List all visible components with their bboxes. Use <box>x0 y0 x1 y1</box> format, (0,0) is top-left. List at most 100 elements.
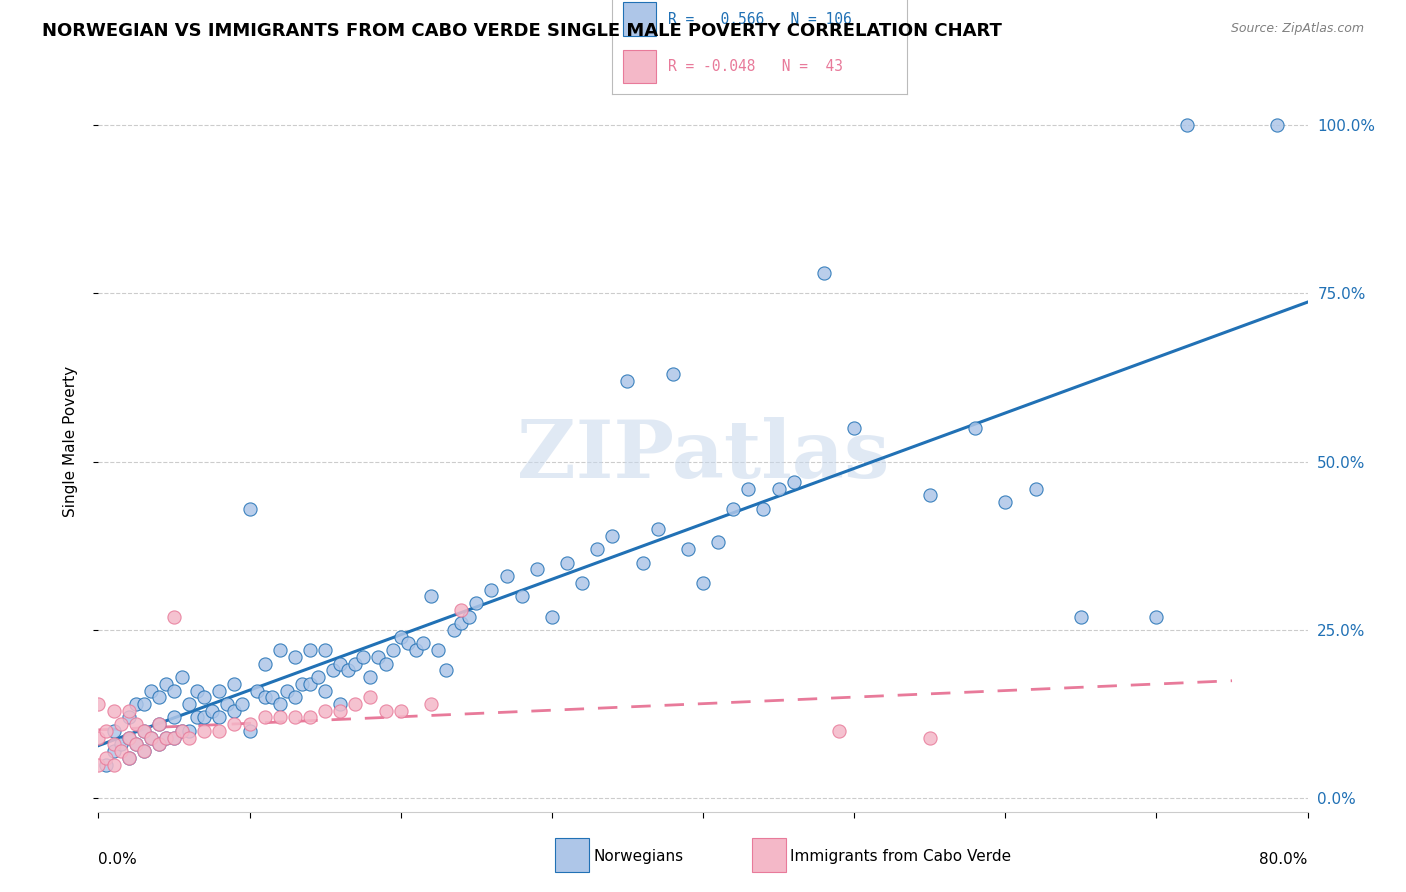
Point <box>284 649 307 664</box>
Point <box>284 690 307 705</box>
Point <box>148 690 170 705</box>
FancyBboxPatch shape <box>623 50 655 83</box>
Point <box>813 266 835 280</box>
Point <box>427 643 450 657</box>
Point <box>526 562 548 576</box>
Point <box>110 744 132 758</box>
Point <box>262 690 284 705</box>
Point <box>132 697 155 711</box>
Point <box>616 374 638 388</box>
Point <box>94 723 117 738</box>
Point <box>132 744 155 758</box>
Point <box>443 623 465 637</box>
Point <box>360 690 382 705</box>
Point <box>918 731 941 745</box>
Point <box>322 664 344 678</box>
Point <box>352 649 374 664</box>
Point <box>208 710 231 724</box>
Point <box>555 556 578 570</box>
Point <box>118 751 141 765</box>
Point <box>1070 609 1092 624</box>
Point <box>253 690 276 705</box>
Point <box>602 529 624 543</box>
Point <box>465 596 488 610</box>
Point <box>246 683 269 698</box>
FancyBboxPatch shape <box>623 3 655 37</box>
Point <box>208 683 231 698</box>
Point <box>768 482 790 496</box>
Point <box>336 664 359 678</box>
Point <box>170 723 193 738</box>
Point <box>179 697 201 711</box>
Point <box>179 723 201 738</box>
Point <box>389 704 412 718</box>
Text: NORWEGIAN VS IMMIGRANTS FROM CABO VERDE SINGLE MALE POVERTY CORRELATION CHART: NORWEGIAN VS IMMIGRANTS FROM CABO VERDE … <box>42 22 1002 40</box>
Point <box>110 717 132 731</box>
Point <box>215 697 238 711</box>
Point <box>163 731 186 745</box>
Point <box>148 738 170 752</box>
Point <box>344 657 367 671</box>
Point <box>314 704 336 718</box>
Point <box>170 670 193 684</box>
Point <box>253 657 276 671</box>
Point <box>201 704 224 718</box>
Point <box>676 542 699 557</box>
Point <box>239 501 262 516</box>
Point <box>193 710 215 724</box>
Point <box>224 677 246 691</box>
Point <box>224 704 246 718</box>
Point <box>132 744 155 758</box>
Point <box>450 603 472 617</box>
Point <box>374 657 396 671</box>
Point <box>299 710 322 724</box>
Point <box>110 738 132 752</box>
Point <box>118 704 141 718</box>
Point <box>737 482 759 496</box>
Point <box>329 697 352 711</box>
Point <box>540 609 562 624</box>
Point <box>186 710 208 724</box>
Point <box>155 731 177 745</box>
Point <box>163 683 186 698</box>
Point <box>118 731 141 745</box>
Point <box>94 751 117 765</box>
Point <box>307 670 329 684</box>
Text: R = -0.048   N =  43: R = -0.048 N = 43 <box>668 59 842 74</box>
Point <box>405 643 427 657</box>
Point <box>495 569 517 583</box>
Point <box>276 683 298 698</box>
Point <box>163 710 186 724</box>
Point <box>299 677 322 691</box>
Point <box>783 475 806 489</box>
Point <box>141 683 163 698</box>
Point <box>125 738 148 752</box>
Point <box>186 683 208 698</box>
Point <box>707 535 730 549</box>
Point <box>103 704 125 718</box>
Point <box>269 697 291 711</box>
Point <box>450 616 472 631</box>
Point <box>148 717 170 731</box>
Point <box>132 723 155 738</box>
Point <box>367 649 389 664</box>
Point <box>374 704 396 718</box>
Point <box>828 723 851 738</box>
Point <box>389 630 412 644</box>
Point <box>132 723 155 738</box>
Point <box>1267 118 1289 132</box>
Point <box>141 731 163 745</box>
Point <box>994 495 1017 509</box>
Point <box>1024 482 1046 496</box>
Point <box>148 717 170 731</box>
Point <box>269 643 291 657</box>
Point <box>239 723 262 738</box>
Point <box>87 731 110 745</box>
Point <box>208 723 231 738</box>
Point <box>344 697 367 711</box>
Point <box>125 717 148 731</box>
Point <box>586 542 609 557</box>
Point <box>193 690 215 705</box>
Point <box>314 683 336 698</box>
Point <box>299 643 322 657</box>
